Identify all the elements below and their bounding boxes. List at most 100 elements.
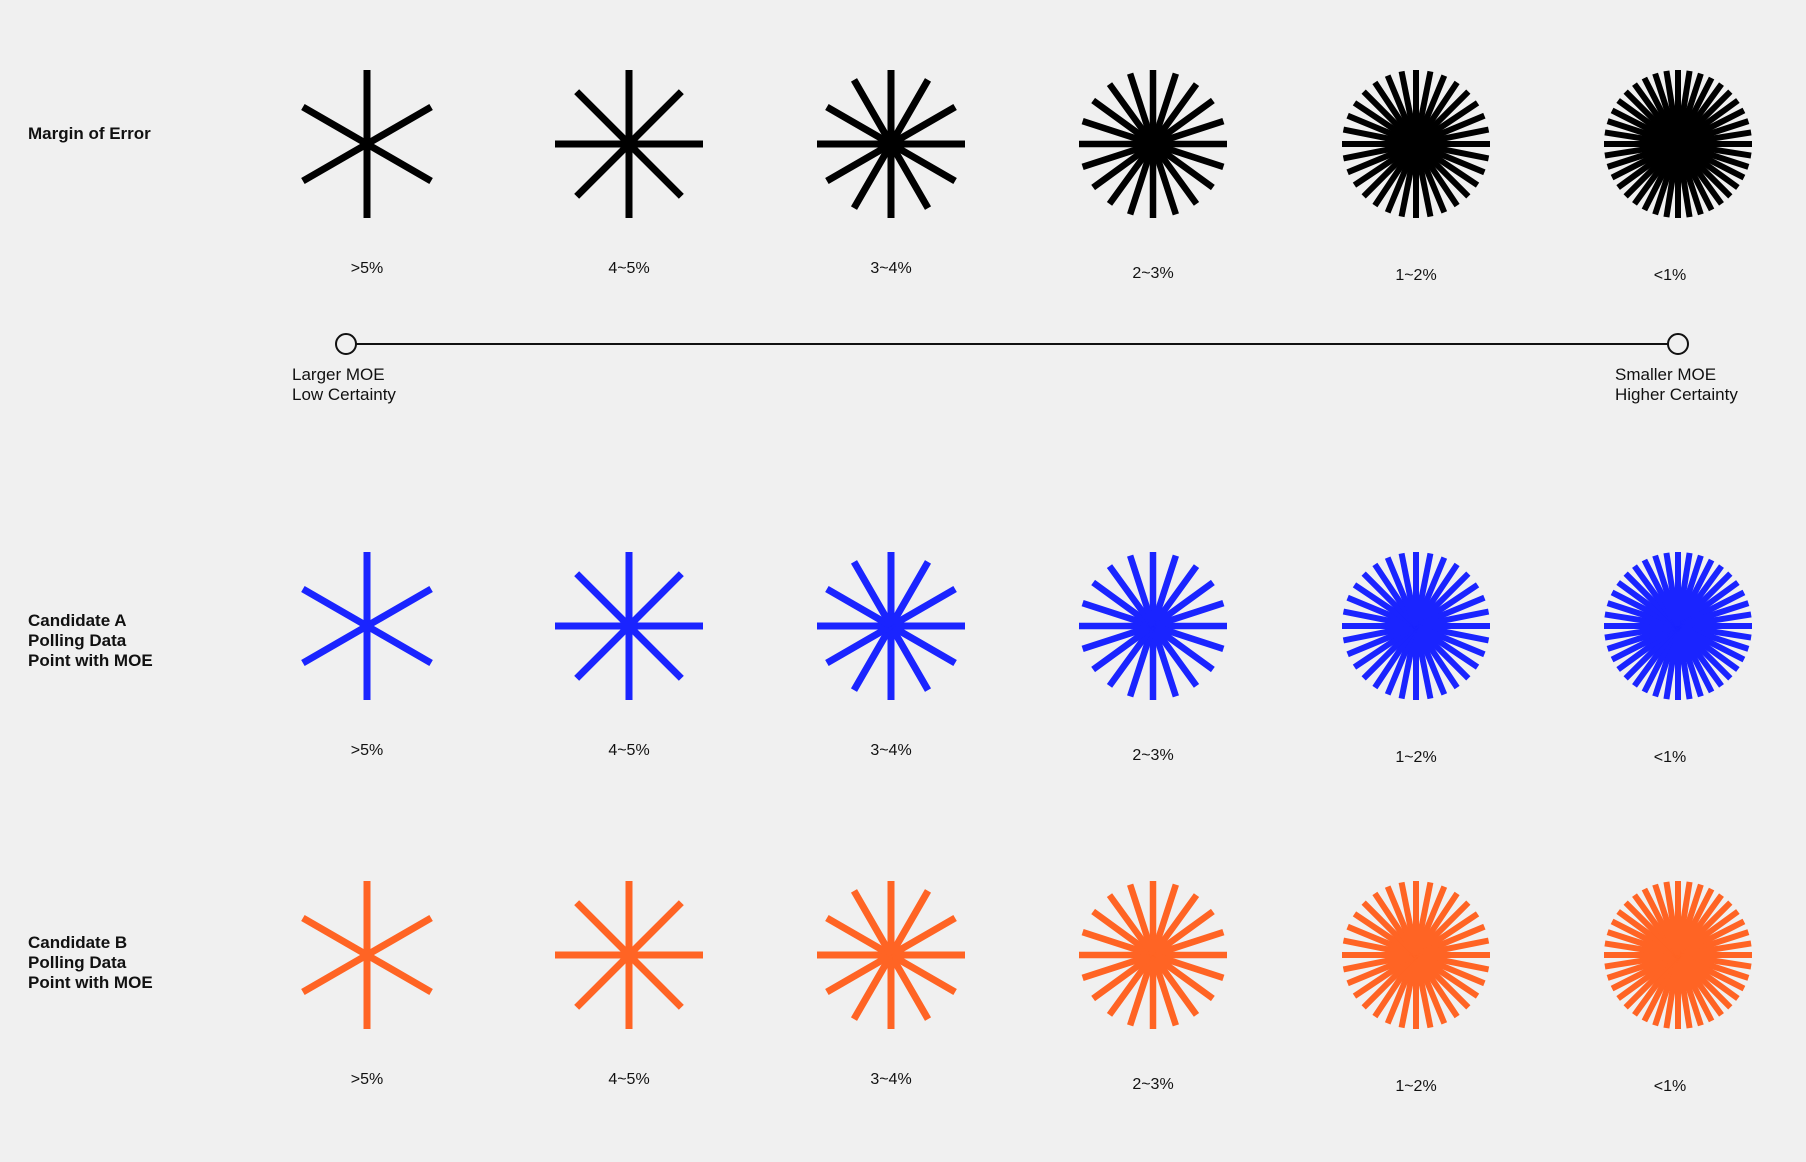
scale-endpoint-left-marker — [335, 333, 357, 355]
symbol-spoke — [626, 623, 684, 681]
symbol-caption: 1~2% — [1395, 267, 1437, 284]
symbol-spoke — [889, 585, 957, 630]
candidate-a-moe-symbol-2 — [555, 552, 703, 700]
symbol-caption: <1% — [1653, 267, 1687, 284]
symbol-spoke — [1091, 623, 1155, 673]
row-label-margin-of-error: Margin of Error — [28, 124, 151, 143]
scale-label-larger-moe: Larger MOE Low Certainty — [292, 365, 396, 404]
legend-moe-symbol-1 — [301, 70, 433, 218]
symbol-spoke — [1081, 951, 1155, 981]
symbol-spoke — [1151, 141, 1215, 191]
symbol-spoke — [1151, 908, 1215, 958]
row-label-candidate-a: Candidate A Polling Data Point with MOE — [28, 611, 153, 670]
symbol-spoke — [850, 953, 895, 1021]
symbol-spoke — [1150, 624, 1200, 688]
symbol-spoke — [301, 140, 369, 185]
symbol-spoke — [365, 622, 433, 667]
symbol-spoke — [889, 103, 957, 148]
legend-moe-symbol-6 — [1604, 70, 1752, 218]
symbol-spoke — [1149, 883, 1179, 957]
symbol-spoke — [574, 623, 632, 681]
symbol-spoke — [626, 89, 684, 147]
symbol-spoke — [1091, 579, 1155, 629]
symbol-spoke — [1398, 552, 1419, 627]
symbol-caption: 2~3% — [1132, 747, 1174, 764]
symbol-spoke — [850, 889, 895, 957]
symbol-spoke — [1149, 624, 1179, 698]
symbol-spoke — [887, 142, 932, 210]
symbol-spoke — [1081, 140, 1155, 170]
symbol-spoke — [1398, 881, 1419, 956]
symbol-spoke — [1151, 118, 1225, 148]
legend-moe-symbol-3 — [817, 70, 965, 218]
symbol-caption: 2~3% — [1132, 1076, 1174, 1093]
symbol-spoke — [1151, 952, 1215, 1002]
symbol-spoke — [1398, 70, 1419, 145]
symbol-spoke — [850, 560, 895, 628]
symbol-spoke — [1127, 72, 1157, 146]
legend-moe-symbol-2 — [555, 70, 703, 218]
symbol-spoke — [1091, 141, 1155, 191]
symbol-spoke — [850, 624, 895, 692]
symbol-spoke — [1151, 97, 1215, 147]
symbol-caption: 4~5% — [608, 260, 650, 277]
scale-endpoint-right-marker — [1667, 333, 1689, 355]
candidate-b-moe-symbol-5 — [1342, 881, 1490, 1029]
symbol-spoke — [1106, 564, 1156, 628]
candidate-b-moe-symbol-3 — [817, 881, 965, 1029]
symbol-spoke — [1150, 893, 1200, 957]
symbol-spoke — [301, 622, 369, 667]
symbol-spoke — [1127, 142, 1157, 216]
symbol-spoke — [1150, 142, 1200, 206]
symbol-spoke — [825, 951, 893, 996]
symbol-spoke — [887, 624, 932, 692]
symbol-spoke — [825, 140, 893, 185]
symbol-spoke — [1081, 118, 1155, 148]
symbol-spoke — [1149, 142, 1179, 216]
symbol-spoke — [1127, 554, 1157, 628]
symbol-spoke — [1091, 908, 1155, 958]
candidate-a-moe-symbol-3 — [817, 552, 965, 700]
symbol-spoke — [850, 78, 895, 146]
candidate-b-moe-symbol-1 — [301, 881, 433, 1029]
symbol-spoke — [1663, 70, 1681, 145]
symbol-caption: 1~2% — [1395, 1078, 1437, 1095]
symbol-spoke — [1151, 951, 1225, 981]
symbol-spoke — [825, 914, 893, 959]
symbol-spoke — [574, 571, 632, 629]
symbol-spoke — [889, 914, 957, 959]
candidate-b-moe-symbol-4 — [1079, 881, 1227, 1029]
candidate-a-moe-symbol-5 — [1342, 552, 1490, 700]
symbol-caption: 2~3% — [1132, 265, 1174, 282]
symbol-spoke — [626, 952, 684, 1010]
symbol-caption: >5% — [350, 1071, 384, 1088]
symbol-spoke — [1106, 142, 1156, 206]
symbol-spoke — [889, 951, 957, 996]
symbol-spoke — [1151, 579, 1215, 629]
symbol-spoke — [1663, 881, 1681, 956]
symbol-caption: <1% — [1653, 749, 1687, 766]
candidate-b-moe-symbol-2 — [555, 881, 703, 1029]
symbol-spoke — [301, 585, 369, 630]
candidate-a-moe-symbol-1 — [301, 552, 433, 700]
symbol-spoke — [1663, 552, 1681, 627]
symbol-spoke — [1081, 929, 1155, 959]
symbol-caption: >5% — [350, 260, 384, 277]
symbol-spoke — [365, 914, 433, 959]
symbol-spoke — [825, 585, 893, 630]
symbol-caption: 3~4% — [870, 742, 912, 759]
symbol-spoke — [1151, 622, 1225, 652]
symbol-spoke — [365, 951, 433, 996]
certainty-scale — [335, 333, 1689, 355]
symbol-spoke — [1150, 82, 1200, 146]
symbol-spoke — [626, 141, 684, 199]
symbol-spoke — [1151, 140, 1225, 170]
symbol-spoke — [1091, 952, 1155, 1002]
symbol-spoke — [1081, 600, 1155, 630]
symbol-spoke — [1149, 554, 1179, 628]
symbol-spoke — [574, 89, 632, 147]
symbol-spoke — [1151, 600, 1225, 630]
symbol-spoke — [889, 140, 957, 185]
row-label-candidate-b: Candidate B Polling Data Point with MOE — [28, 933, 153, 992]
